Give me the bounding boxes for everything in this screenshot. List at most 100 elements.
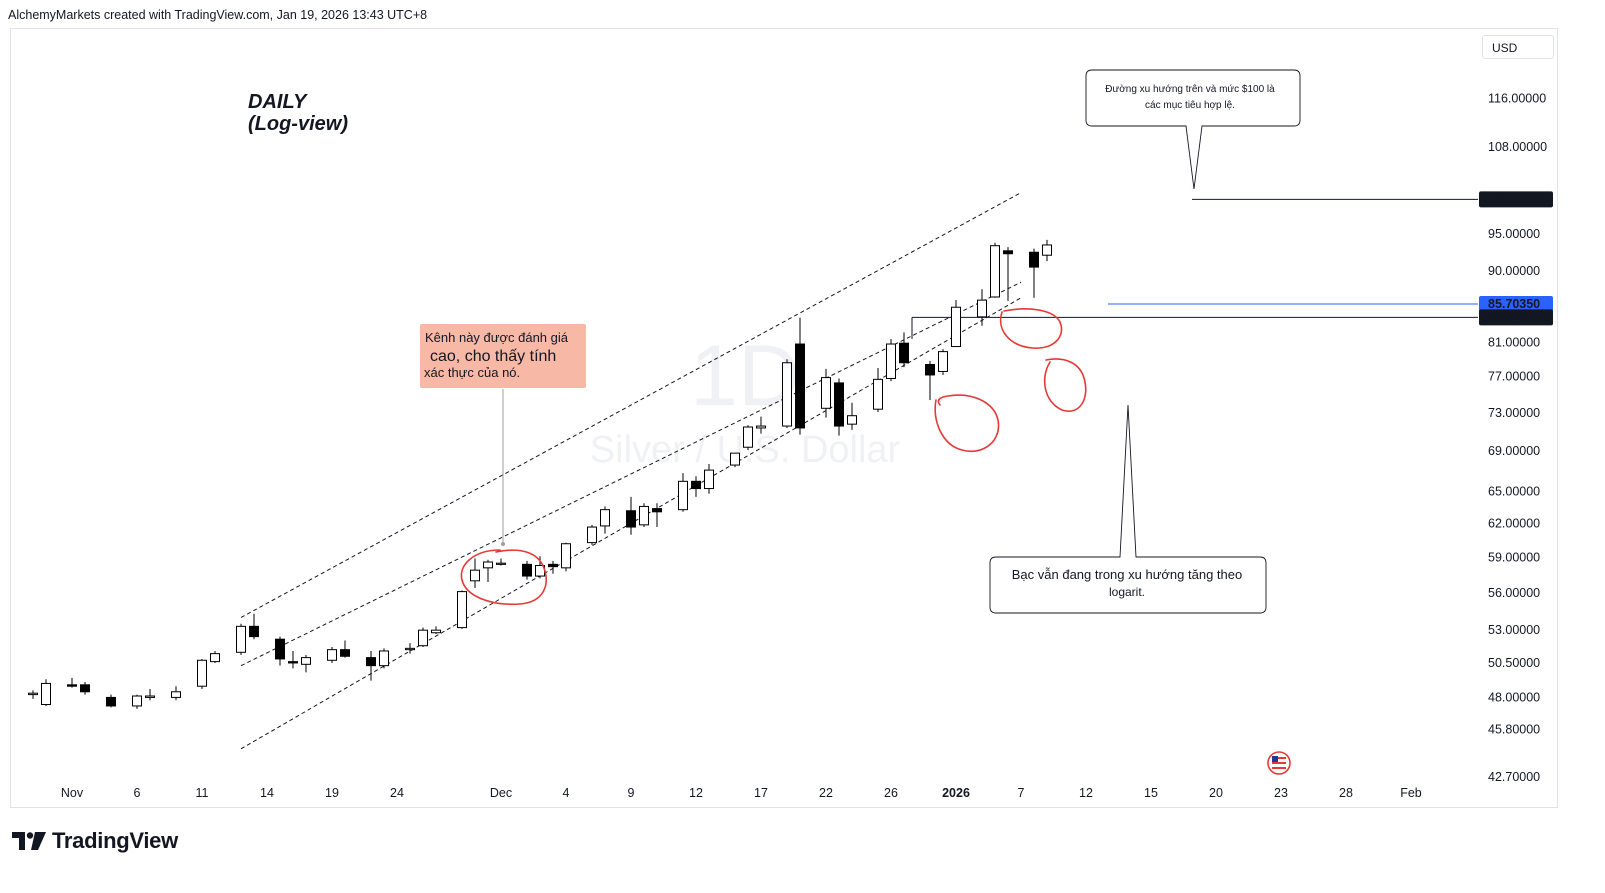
time-tick-label: 9	[628, 786, 635, 800]
candle-body	[236, 625, 246, 653]
chart-title: DAILY	[248, 91, 308, 113]
highlight-circle	[999, 308, 1063, 349]
candle	[548, 560, 558, 574]
candle	[730, 452, 740, 468]
candle	[67, 677, 77, 688]
time-tick-label: 7	[1018, 786, 1025, 800]
candle	[197, 658, 207, 689]
candle-body	[600, 509, 610, 527]
note-trend[interactable]: Bạc vẫn đang trong xu hướng tăng theo lo…	[989, 404, 1267, 614]
candle-body	[873, 378, 883, 410]
candle	[990, 242, 1000, 298]
candle-body	[847, 415, 857, 425]
candle	[457, 590, 467, 629]
time-tick-label: 22	[819, 786, 833, 800]
candle	[847, 402, 857, 430]
candle-body	[587, 526, 597, 544]
candle	[522, 560, 532, 580]
candle-body	[743, 426, 753, 448]
candle-body	[561, 543, 571, 569]
candle-body	[899, 342, 909, 364]
callout-channel-quality[interactable]: Kênh này được đánh giá cao, cho thấy tín…	[420, 324, 586, 546]
time-axis[interactable]: Nov 6 11 14 19 24 Dec 4 9 12 17 22 26 2026 7 12 15 20 23 28…	[61, 786, 1422, 800]
candle	[80, 682, 90, 695]
candle-body	[730, 452, 740, 466]
candle	[873, 367, 883, 412]
price-tick-label: 77.00000	[1488, 370, 1540, 384]
price-tick-label: 108.00000	[1488, 140, 1547, 154]
economic-event-icon[interactable]	[1267, 751, 1291, 775]
candle	[418, 627, 428, 648]
candle	[886, 339, 896, 382]
chart-frame	[10, 28, 1558, 808]
candle-body	[977, 299, 987, 318]
candle	[925, 361, 935, 401]
candle	[288, 650, 298, 669]
candle-body	[457, 591, 467, 629]
candle	[678, 473, 688, 512]
time-tick-label: 2026	[942, 786, 970, 800]
price-tick-label: 90.00000	[1488, 264, 1540, 278]
candle-body	[405, 647, 415, 651]
candle-body	[821, 377, 831, 409]
candle	[1003, 247, 1013, 301]
candle	[28, 690, 38, 699]
time-tick-label: 12	[1079, 786, 1093, 800]
candle	[236, 623, 246, 655]
candle-body	[951, 306, 961, 348]
candle-body	[756, 425, 766, 429]
candle	[821, 368, 831, 418]
price-tick-label: 59.00000	[1488, 550, 1540, 564]
callout-line-2: cao, cho thấy tính	[430, 348, 556, 365]
candle	[782, 359, 792, 428]
price-tick-label: 56.00000	[1488, 586, 1540, 600]
highlight-circle	[934, 394, 1000, 453]
time-tick-label: Feb	[1400, 786, 1422, 800]
candle-body	[925, 363, 935, 376]
tradingview-logo[interactable]: TradingView	[12, 826, 178, 856]
candle-body	[301, 657, 311, 665]
candle-body	[652, 508, 662, 513]
candle-body	[470, 569, 480, 582]
candle	[899, 332, 909, 368]
candle-body	[522, 563, 532, 577]
currency-selector[interactable]: USD	[1482, 35, 1554, 59]
candle-body	[210, 653, 220, 663]
candle	[366, 650, 376, 681]
candle-body	[990, 245, 1000, 298]
candle	[795, 317, 805, 435]
candle	[106, 694, 116, 708]
price-tick-label: 116.00000	[1488, 92, 1546, 106]
price-badge	[1479, 191, 1553, 208]
candle-body	[288, 661, 298, 664]
candle	[639, 503, 649, 528]
candle-body	[197, 659, 207, 687]
callout-anchor-dot	[501, 542, 505, 546]
candle-body	[28, 692, 38, 696]
note-target[interactable]: Đường xu hướng trên và mức $100 là các m…	[1085, 69, 1301, 190]
candle	[977, 289, 987, 326]
price-badge-label: 85.70350	[1488, 297, 1540, 311]
time-tick-label: 20	[1209, 786, 1223, 800]
price-tick-label: 45.80000	[1488, 722, 1540, 736]
time-tick-label: 23	[1274, 786, 1288, 800]
candle	[626, 496, 636, 535]
price-axis[interactable]: 116.00000 108.00000 95.00000 90.00000 81.000…	[1479, 92, 1553, 784]
price-tick-label: 53.00000	[1488, 623, 1540, 637]
price-badge	[1479, 296, 1553, 313]
time-tick-label: 26	[884, 786, 898, 800]
candle-body	[548, 563, 558, 568]
note-target-bubble	[1085, 69, 1301, 190]
channel-line-upper[interactable]	[240, 192, 1022, 618]
price-tick-label: 48.00000	[1488, 690, 1540, 704]
candle-body	[132, 695, 142, 707]
highlight-circles	[460, 308, 1087, 606]
candle	[327, 647, 337, 663]
candle-body	[1042, 244, 1052, 256]
candle	[210, 650, 220, 663]
candle	[431, 626, 441, 635]
price-badge-label: 100.00000	[1488, 192, 1547, 206]
candle-body	[834, 382, 844, 427]
candle-body	[1003, 250, 1013, 255]
